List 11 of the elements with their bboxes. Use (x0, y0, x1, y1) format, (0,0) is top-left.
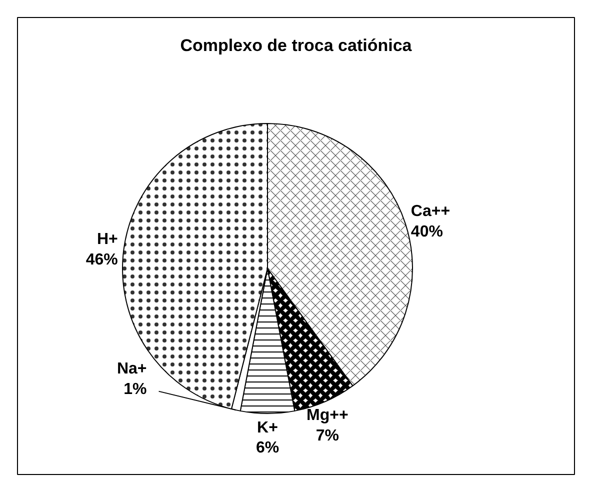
data-label: 1% (124, 381, 147, 398)
data-label: 46% (86, 251, 118, 268)
data-label: 40% (410, 224, 443, 241)
data-label: 6% (256, 440, 280, 457)
slice-label: Na+ (116, 360, 147, 378)
slice-label: Mg++ (306, 406, 348, 424)
data-label: 7% (316, 427, 339, 444)
slice-label: Ca++ (410, 203, 450, 220)
chart-title: Complexo de troca catiónica (180, 36, 412, 55)
slice-label: K+ (257, 419, 278, 436)
slice-label: H+ (96, 230, 118, 248)
